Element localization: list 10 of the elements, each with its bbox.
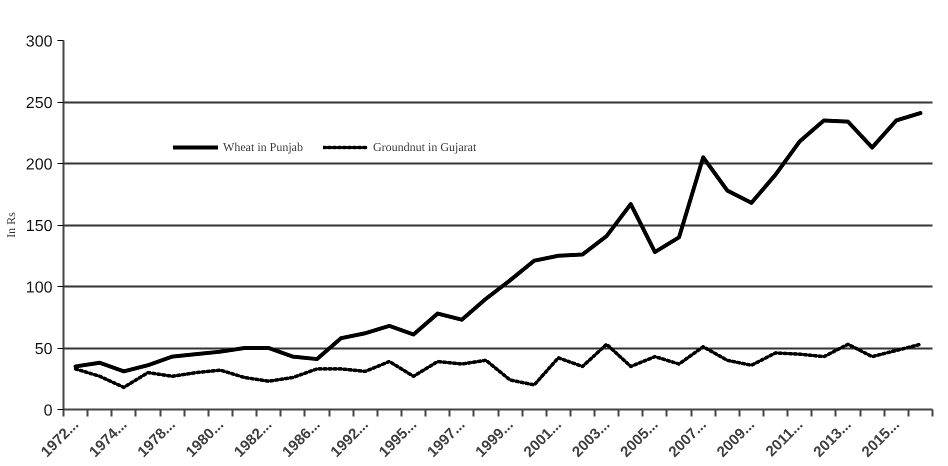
y-axis-title: In Rs (4, 212, 18, 238)
y-tick-label: 250 (26, 95, 53, 112)
y-tick-label: 150 (26, 218, 53, 235)
y-tick-label: 200 (26, 156, 53, 174)
y-tick-label: 0 (44, 402, 53, 420)
legend-label: Wheat in Punjab (223, 140, 303, 154)
y-tick-label: 50 (34, 341, 53, 358)
legend-label: Groundnut in Gujarat (372, 140, 476, 154)
y-tick-label: 100 (26, 280, 53, 296)
y-tick-label: 300 (26, 34, 53, 50)
